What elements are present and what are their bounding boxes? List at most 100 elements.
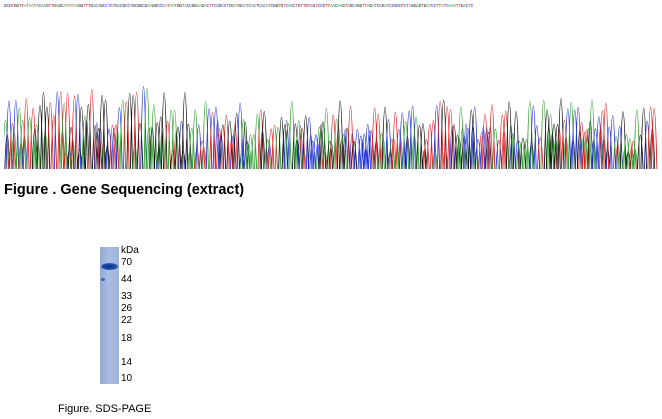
base-call: A [184, 4, 187, 9]
trace-peak [170, 150, 176, 169]
trace-peak [371, 107, 378, 169]
trace-peak [526, 100, 534, 169]
base-call: G [418, 4, 422, 9]
trace-peak [378, 132, 385, 169]
trace-peak [174, 126, 182, 169]
trace-peak [423, 139, 430, 169]
trace-peak [285, 123, 292, 169]
base-call: A [450, 4, 454, 9]
trace-peak [347, 106, 354, 169]
trace-peak [180, 151, 186, 169]
base-call: T [302, 4, 306, 9]
trace-peak [440, 99, 447, 169]
trace-peak [540, 99, 547, 169]
sequencing-chromatogram: GCGTGGTTATAATACAAGTTGAGCATATAAGGTTTGACAG… [4, 3, 658, 169]
trace-peak [281, 124, 289, 169]
trace-peak [364, 124, 371, 169]
trace-peak [164, 120, 171, 169]
marker-label-26: 26 [121, 303, 133, 314]
trace-peak [267, 128, 275, 169]
marker-label-70: 70 [121, 257, 133, 268]
trace-peak [195, 124, 202, 169]
base-call: T [406, 4, 409, 9]
base-call: G [16, 4, 19, 9]
trace-peak [202, 100, 209, 169]
base-call: T [236, 4, 239, 9]
trace-peak [233, 113, 240, 169]
trace-peak [109, 125, 116, 169]
base-call: G [394, 4, 397, 9]
trace-peak [485, 132, 492, 169]
trace-peak [157, 116, 164, 169]
trace-peak [201, 147, 207, 169]
base-call: T [443, 4, 446, 9]
base-call: G [297, 4, 301, 9]
trace-peak [63, 153, 69, 169]
trace-peak [292, 123, 299, 169]
base-call: A [426, 4, 429, 9]
base-call: G [423, 4, 427, 9]
trace-peak [405, 110, 413, 169]
trace-peak [98, 95, 106, 169]
base-call: C [258, 4, 261, 9]
base-call: G [460, 4, 464, 9]
base-call: C [248, 4, 251, 9]
base-call: T [315, 4, 318, 9]
trace-peak [564, 108, 572, 169]
trace-peak [219, 124, 227, 169]
base-call: T [436, 4, 439, 9]
base-call: T [48, 4, 51, 9]
base-call: C [352, 4, 355, 9]
trace-peak [173, 131, 180, 169]
base-call: A [41, 4, 44, 9]
base-call: C [270, 4, 274, 9]
base-call: T [421, 4, 424, 9]
base-call: A [329, 4, 333, 9]
trace-peak [571, 110, 578, 169]
base-call: T [21, 4, 24, 9]
trace-peak [354, 129, 361, 169]
base-call: G [275, 4, 279, 9]
trace-peak [188, 128, 196, 169]
base-call: G [191, 4, 195, 9]
base-call: G [413, 4, 417, 9]
base-call: G [53, 4, 56, 9]
base-call: C [396, 4, 400, 9]
trace-peak [19, 119, 26, 169]
base-call: T [245, 4, 249, 9]
trace-peak [274, 127, 282, 169]
base-call: G [411, 4, 414, 9]
trace-peak [395, 129, 403, 169]
trace-peak [43, 106, 51, 169]
trace-peak [80, 153, 86, 169]
base-call: A [28, 4, 32, 9]
base-call: T [211, 4, 214, 9]
base-call: T [268, 4, 271, 9]
trace-peak [194, 148, 200, 169]
base-call: T [129, 4, 133, 9]
base-call: T [26, 4, 29, 9]
trace-peak [343, 127, 351, 169]
trace-peak [4, 119, 9, 169]
base-call: G [357, 4, 360, 9]
base-call: A [337, 4, 340, 9]
base-call: G [115, 4, 118, 9]
base-call: G [144, 4, 148, 9]
trace-peak [643, 120, 651, 169]
trace-peak [250, 134, 258, 169]
trace-peak [528, 141, 535, 169]
protein-band-main [101, 263, 118, 270]
trace-peak [450, 124, 458, 169]
base-call: C [292, 4, 296, 9]
trace-peak [402, 121, 409, 169]
trace-peak [283, 120, 290, 169]
trace-peak [388, 138, 396, 169]
base-call: A [243, 4, 246, 9]
base-call: T [428, 4, 432, 9]
base-call: G [305, 4, 308, 9]
trace-peak [537, 137, 544, 169]
base-call: T [174, 4, 177, 9]
base-call: C [189, 4, 192, 9]
base-call: C [216, 4, 219, 9]
trace-peak [361, 133, 368, 169]
